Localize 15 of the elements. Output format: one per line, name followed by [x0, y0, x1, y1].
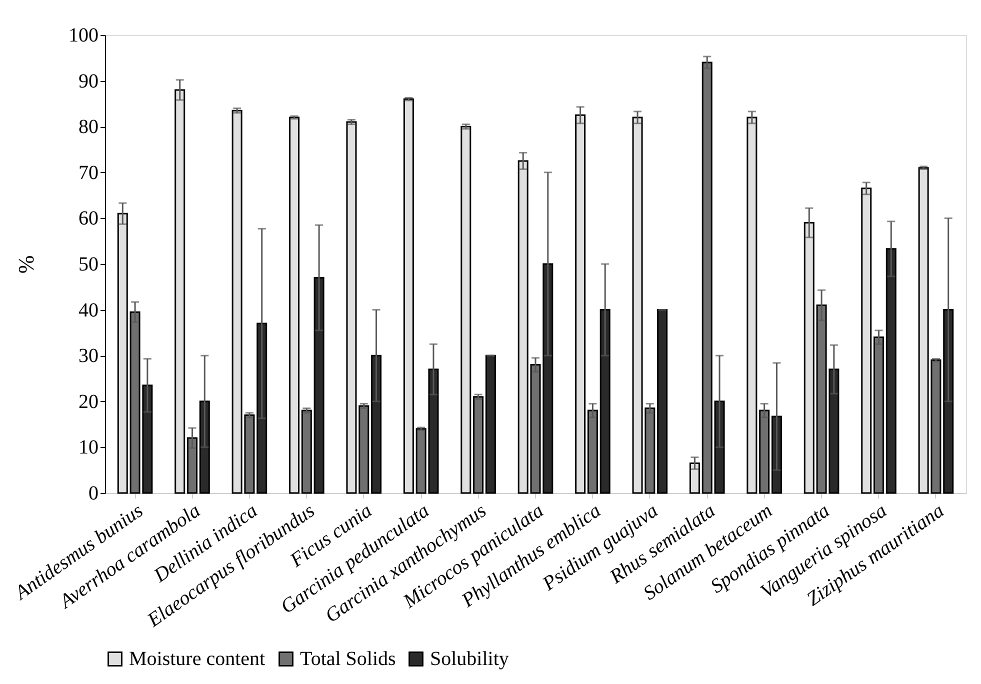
y-tick-label: 60 — [78, 208, 98, 230]
y-tick-label: 0 — [88, 482, 98, 504]
y-axis-title: % — [14, 255, 38, 274]
y-tick-label: 70 — [78, 162, 98, 184]
legend-label: Total Solids — [300, 648, 396, 670]
y-tick-label: 40 — [78, 299, 98, 322]
y-tick-label: 90 — [78, 70, 98, 92]
y-tick-label: 100 — [68, 24, 98, 46]
y-tick-label: 50 — [78, 254, 98, 276]
legend-label: Solubility — [430, 648, 509, 670]
y-tick-label: 20 — [78, 390, 98, 413]
y-tick-label: 80 — [78, 116, 98, 138]
legend-label: Moisture content — [129, 648, 266, 670]
y-tick-label: 30 — [78, 345, 98, 368]
y-tick-label: 10 — [78, 436, 98, 459]
